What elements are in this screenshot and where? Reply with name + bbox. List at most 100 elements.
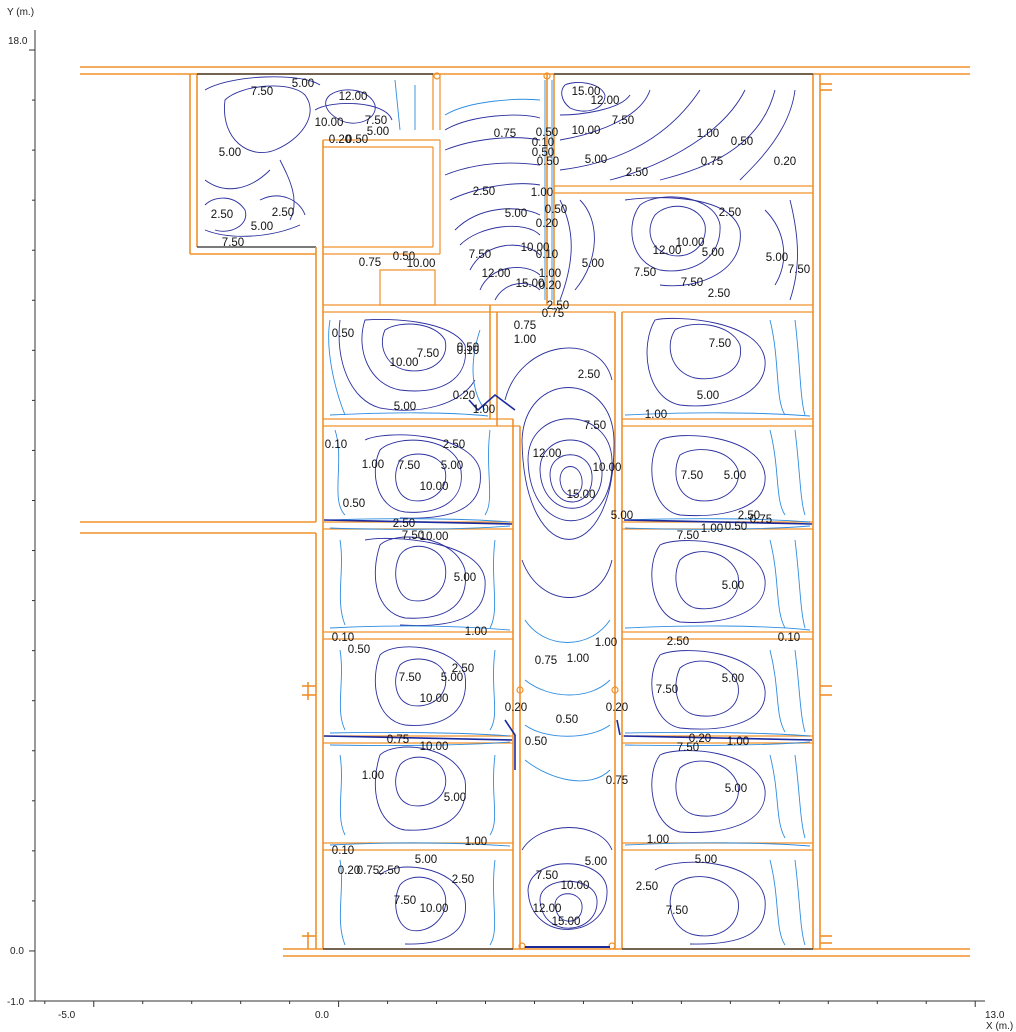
x-axis-label: X (m.) bbox=[986, 1021, 1013, 1032]
contour-label: 0.50 bbox=[536, 127, 558, 139]
contour-label: 12.00 bbox=[482, 268, 511, 280]
contour-label: 0.75 bbox=[535, 655, 557, 667]
contour-label: 0.20 bbox=[329, 134, 351, 146]
contour-label: 5.00 bbox=[722, 580, 744, 592]
y-axis-ticks bbox=[29, 49, 35, 1002]
contour-label: 15.00 bbox=[516, 278, 545, 290]
contour-label: 0.10 bbox=[325, 439, 347, 451]
contour-label: 0.20 bbox=[774, 156, 796, 168]
contour-label: 7.50 bbox=[681, 470, 703, 482]
contour-label: 5.00 bbox=[585, 154, 607, 166]
contour-label: 2.50 bbox=[443, 439, 465, 451]
contour-label: 1.00 bbox=[362, 459, 384, 471]
contour-label: 12.00 bbox=[339, 91, 368, 103]
contour-label: 10.00 bbox=[420, 741, 449, 753]
contour-label: 0.10 bbox=[532, 137, 554, 149]
contour-label: 7.50 bbox=[536, 870, 558, 882]
contour-label: 7.50 bbox=[681, 277, 703, 289]
contour-label: 0.50 bbox=[731, 136, 753, 148]
contour-label: 1.00 bbox=[514, 334, 536, 346]
illuminance-contours bbox=[204, 76, 813, 946]
contour-label: 7.50 bbox=[612, 115, 634, 127]
contour-label: 7.50 bbox=[417, 348, 439, 360]
contour-label: 0.20 bbox=[536, 218, 558, 230]
contour-label: 5.00 bbox=[415, 854, 437, 866]
contour-label: 0.75 bbox=[542, 308, 564, 320]
contour-label: 7.50 bbox=[365, 115, 387, 127]
contour-label: 1.00 bbox=[465, 626, 487, 638]
contour-label: 5.00 bbox=[441, 672, 463, 684]
floor-plan-walls bbox=[80, 66, 970, 957]
contour-label: 7.50 bbox=[666, 905, 688, 917]
contour-label: 5.00 bbox=[702, 247, 724, 259]
contour-label: 7.50 bbox=[634, 267, 656, 279]
contour-label: 5.00 bbox=[724, 470, 746, 482]
x-tick-label-13: 13.0 bbox=[985, 1010, 1005, 1021]
contour-label: 10.00 bbox=[390, 357, 419, 369]
contour-label: 0.50 bbox=[346, 134, 368, 146]
contour-label: 2.50 bbox=[211, 209, 233, 221]
contour-label: 2.50 bbox=[473, 186, 495, 198]
contour-label: 0.50 bbox=[525, 736, 547, 748]
contour-label: 2.50 bbox=[452, 663, 474, 675]
contour-label: 0.75 bbox=[494, 128, 516, 140]
contour-label: 0.20 bbox=[505, 702, 527, 714]
contour-label: 10.00 bbox=[407, 258, 436, 270]
x-axis-ticks bbox=[44, 1001, 976, 1007]
contour-label: 0.75 bbox=[514, 320, 536, 332]
contour-label: 1.00 bbox=[531, 187, 553, 199]
contour-label: 12.00 bbox=[591, 95, 620, 107]
contour-label: 0.75 bbox=[701, 156, 723, 168]
contour-label: 1.00 bbox=[362, 770, 384, 782]
contour-label: 7.50 bbox=[584, 420, 606, 432]
contour-label: 1.00 bbox=[567, 653, 589, 665]
x-tick-label-0: 0.0 bbox=[315, 1010, 329, 1021]
contour-label: 2.50 bbox=[272, 207, 294, 219]
contour-label: 0.10 bbox=[536, 249, 558, 261]
contour-label: 0.50 bbox=[532, 147, 554, 159]
contour-label: 0.75 bbox=[750, 514, 772, 526]
contour-label: 0.50 bbox=[332, 328, 354, 340]
contour-label: 10.00 bbox=[420, 903, 449, 915]
contour-label: 2.50 bbox=[578, 369, 600, 381]
contour-label: 0.50 bbox=[393, 251, 415, 263]
contour-label: 0.75 bbox=[387, 734, 409, 746]
contour-label: 7.50 bbox=[677, 530, 699, 542]
contour-label: 5.00 bbox=[251, 221, 273, 233]
contour-label: 1.00 bbox=[539, 268, 561, 280]
axis-tick-labels: 18.0 0.0 -1.0 -5.0 0.0 13.0 bbox=[7, 36, 1005, 1021]
contour-label: 2.50 bbox=[452, 874, 474, 886]
contour-label: 0.50 bbox=[725, 521, 747, 533]
y-tick-label-18: 18.0 bbox=[8, 36, 28, 47]
contour-label: 5.00 bbox=[725, 783, 747, 795]
contour-label: 10.00 bbox=[420, 693, 449, 705]
contour-label: 7.50 bbox=[398, 460, 420, 472]
contour-label: 0.50 bbox=[537, 156, 559, 168]
contour-label: 0.10 bbox=[332, 845, 354, 857]
contour-label: 2.50 bbox=[667, 636, 689, 648]
contour-label: 1.00 bbox=[645, 409, 667, 421]
contour-label: 10.00 bbox=[420, 481, 449, 493]
contour-label: 5.00 bbox=[697, 390, 719, 402]
contour-label: 15.00 bbox=[567, 489, 596, 501]
contour-label: 0.50 bbox=[343, 498, 365, 510]
contour-label: 2.50 bbox=[393, 518, 415, 530]
contour-label: 7.50 bbox=[251, 86, 273, 98]
contour-label: 7.50 bbox=[394, 895, 416, 907]
contour-label: 5.00 bbox=[695, 854, 717, 866]
contour-label: 5.00 bbox=[722, 673, 744, 685]
contour-label: 5.00 bbox=[444, 792, 466, 804]
contour-label: 2.50 bbox=[378, 865, 400, 877]
contour-label: 1.00 bbox=[697, 128, 719, 140]
contour-label: 10.00 bbox=[315, 117, 344, 129]
contour-label: 0.20 bbox=[453, 390, 475, 402]
contour-label: 5.00 bbox=[292, 78, 314, 90]
contour-label: 2.50 bbox=[708, 288, 730, 300]
contour-label: 12.00 bbox=[533, 448, 562, 460]
contour-label: 5.00 bbox=[367, 126, 389, 138]
contour-label: 10.00 bbox=[561, 880, 590, 892]
contour-label: 0.20 bbox=[606, 702, 628, 714]
contour-label: 0.50 bbox=[457, 342, 479, 354]
